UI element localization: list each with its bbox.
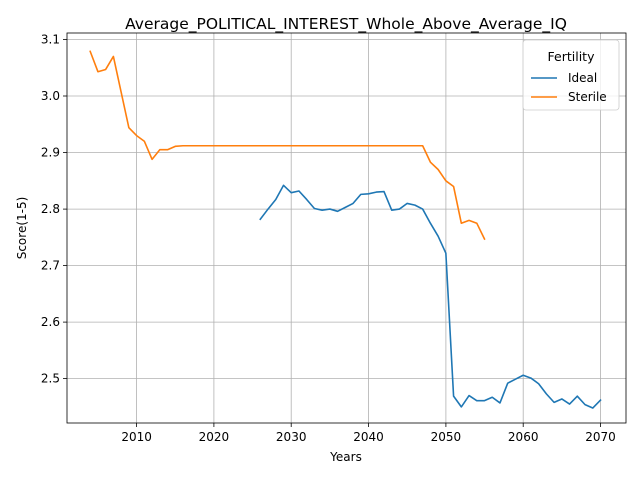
x-axis-ticks: 2010 2020 2030 2040 2050 2060 2070	[121, 423, 616, 444]
x-tick-label: 2020	[199, 430, 230, 444]
chart-title: Average_POLITICAL_INTEREST_Whole_Above_A…	[125, 15, 567, 34]
x-axis-label: Years	[329, 450, 362, 464]
y-tick-label: 2.8	[41, 202, 60, 216]
legend-label-sterile: Sterile	[568, 90, 607, 104]
plot-area-frame	[66, 32, 627, 424]
x-tick-label: 2040	[353, 430, 384, 444]
legend-box	[522, 39, 620, 111]
series-line-ideal	[259, 184, 602, 409]
grid-lines	[67, 33, 626, 423]
y-tick-label: 2.5	[41, 372, 60, 386]
x-tick-label: 2060	[508, 430, 539, 444]
y-tick-label: 2.9	[41, 146, 60, 160]
y-tick-label: 3.0	[41, 89, 60, 103]
y-axis-ticks: 2.5 2.6 2.7 2.8 2.9 3.0 3.1	[41, 33, 67, 386]
legend-label-ideal: Ideal	[568, 71, 597, 85]
legend-title: Fertility	[548, 49, 596, 64]
legend: Fertility Ideal Sterile	[522, 39, 620, 111]
y-axis-label: Score(1-5)	[15, 197, 29, 260]
y-tick-label: 2.6	[41, 315, 60, 329]
x-tick-label: 2070	[585, 430, 616, 444]
y-tick-label: 2.7	[41, 259, 60, 273]
x-tick-label: 2050	[431, 430, 462, 444]
series-line-sterile	[89, 50, 486, 241]
x-tick-label: 2030	[276, 430, 307, 444]
y-tick-label: 3.1	[41, 33, 60, 47]
x-tick-label: 2010	[121, 430, 152, 444]
series-lines	[89, 50, 602, 409]
